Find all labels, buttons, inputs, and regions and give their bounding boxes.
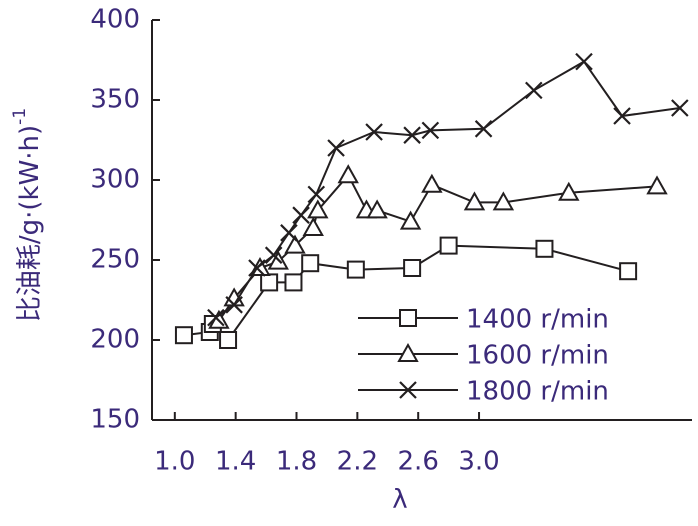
marker (260, 273, 279, 292)
marker (399, 210, 422, 230)
x-tick-label: 1.4 (215, 447, 256, 477)
marker (613, 107, 631, 125)
marker (439, 236, 458, 255)
legend-text: 1400 r/min (466, 305, 609, 335)
marker (535, 239, 554, 258)
y-tick-label: 150 (90, 405, 140, 435)
marker (403, 126, 421, 144)
marker (301, 254, 320, 273)
series-line (215, 60, 680, 319)
legend-marker (397, 342, 419, 362)
x-tick-label: 2.2 (337, 447, 378, 477)
marker (619, 262, 638, 281)
series-line (218, 173, 658, 322)
marker (248, 259, 266, 277)
marker (366, 199, 388, 219)
marker (280, 224, 298, 242)
x-tick-label: 2.6 (398, 447, 439, 477)
marker (463, 191, 486, 211)
marker (558, 181, 580, 201)
marker (421, 173, 443, 193)
marker (646, 175, 668, 195)
marker (365, 123, 383, 141)
y-axis-label-sup: -1 (10, 108, 30, 125)
marker (307, 185, 326, 204)
marker (292, 206, 310, 224)
marker (525, 81, 543, 100)
y-axis-label: 比油耗/g·(kW·h)-1 (10, 108, 45, 322)
marker (346, 260, 365, 279)
legend-text: 1600 r/min (466, 341, 609, 371)
marker (307, 199, 329, 219)
marker (421, 121, 440, 140)
marker (337, 164, 359, 184)
x-tick-label: 1.8 (276, 447, 317, 477)
marker (302, 216, 324, 236)
marker (327, 139, 345, 157)
y-tick-label: 300 (90, 165, 140, 195)
x-tick-label: 1.0 (154, 447, 195, 477)
y-tick-label: 250 (90, 245, 140, 275)
y-tick-label: 200 (90, 325, 140, 355)
legend-marker (399, 381, 417, 399)
legend-text: 1800 r/min (466, 377, 609, 407)
x-tick-label: 3.0 (458, 447, 499, 477)
y-axis-label-main: 比油耗/g·(kW·h) (15, 125, 45, 322)
marker (174, 326, 193, 345)
marker (207, 308, 225, 327)
marker (575, 52, 593, 71)
marker (284, 234, 306, 254)
legend-marker (399, 309, 417, 327)
y-tick-label: 350 (90, 85, 140, 115)
marker (284, 273, 303, 292)
marker (264, 246, 283, 264)
marker (225, 296, 243, 314)
marker (671, 99, 689, 117)
marker (492, 191, 515, 211)
marker (403, 259, 422, 277)
marker (474, 120, 493, 138)
marker (219, 331, 238, 349)
x-axis-label: λ (392, 485, 407, 515)
y-tick-label: 400 (90, 5, 140, 35)
